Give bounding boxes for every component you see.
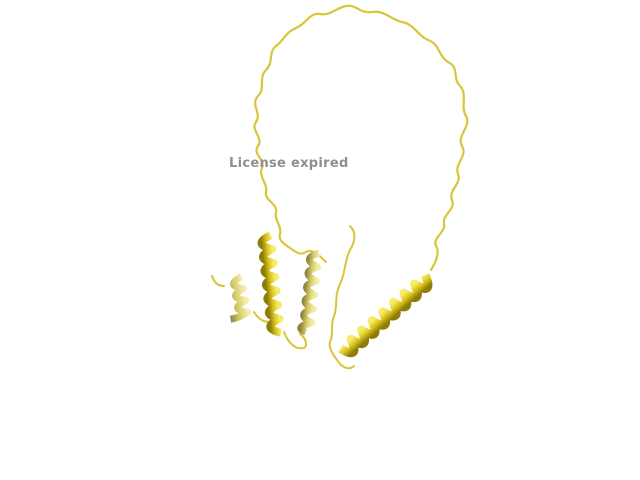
coil-loop (253, 4, 469, 272)
helix-a (229, 273, 252, 323)
license-expired-watermark: License expired (229, 156, 349, 171)
helix-c (297, 249, 322, 336)
helix-long (338, 273, 433, 358)
coil-segment (211, 275, 225, 287)
coil-segment (328, 225, 356, 370)
coil-segment (283, 331, 308, 350)
coil-segment (289, 247, 327, 263)
helix-b (257, 231, 284, 337)
